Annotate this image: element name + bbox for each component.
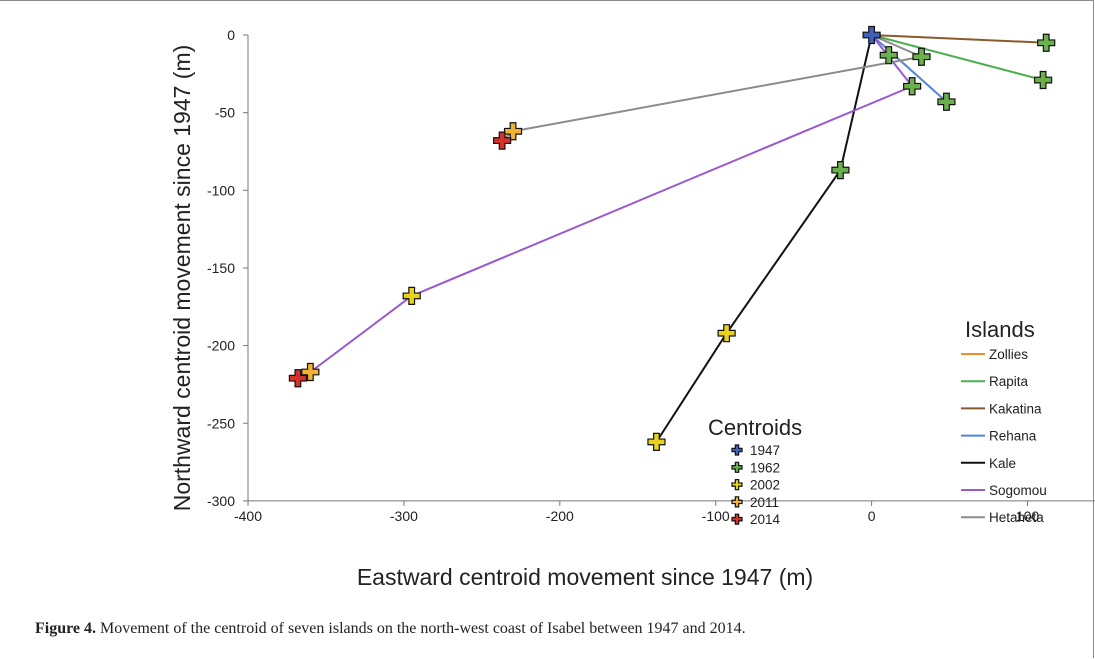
centroids-legend-label: 1962 bbox=[750, 460, 780, 475]
centroid-marker-1947 bbox=[862, 25, 881, 45]
islands-legend-title: Islands bbox=[965, 317, 1035, 342]
islands-legend-label: Kakatina bbox=[989, 401, 1042, 416]
figure-caption: Figure 4. Movement of the centroid of se… bbox=[35, 620, 746, 638]
y-tick-label: -250 bbox=[207, 415, 235, 431]
centroid-markers bbox=[288, 25, 1056, 451]
centroids-legend-marker bbox=[731, 444, 743, 456]
centroid-marker-1962 bbox=[1037, 33, 1056, 52]
centroid-marker-1962 bbox=[1033, 70, 1053, 90]
series-line-rapita bbox=[871, 34, 1044, 82]
x-tick-label: 0 bbox=[868, 508, 876, 524]
centroids-legend-label: 2002 bbox=[750, 478, 780, 493]
y-tick-label: -100 bbox=[207, 182, 235, 198]
centroid-marker-2014 bbox=[288, 369, 307, 388]
y-axis-label: Northward centroid movement since 1947 (… bbox=[169, 45, 195, 512]
centroid-marker-2002 bbox=[647, 432, 666, 451]
legends: Islands Zollies Rapita Kakatina Rehana Kale So… bbox=[708, 317, 1047, 527]
centroid-marker-1962 bbox=[831, 161, 850, 180]
centroid-movement-chart: -400 -300 -200 -100 0 1000-50-100-150-200-250… bbox=[169, 25, 1095, 590]
series-line-kale bbox=[655, 34, 873, 443]
figure-caption-text: Movement of the centroid of seven island… bbox=[96, 620, 746, 637]
centroid-marker-2014 bbox=[493, 131, 512, 150]
series-lines bbox=[297, 34, 1047, 443]
centroids-legend-marker bbox=[731, 461, 743, 473]
centroid-marker-2002 bbox=[717, 324, 736, 343]
centroid-marker-1962 bbox=[903, 77, 922, 96]
centroids-legend-label: 2011 bbox=[750, 495, 779, 510]
centroid-marker-1962 bbox=[937, 92, 956, 111]
x-tick-label: 100 bbox=[1016, 508, 1040, 524]
y-tick-label: -200 bbox=[207, 338, 235, 354]
y-tick-label: -300 bbox=[207, 493, 235, 509]
centroid-marker-1962 bbox=[912, 47, 931, 66]
centroids-legend-label: 1947 bbox=[750, 443, 780, 458]
x-tick-label: -200 bbox=[546, 508, 574, 524]
centroids-legend-marker bbox=[731, 479, 743, 491]
islands-legend-label: Kale bbox=[989, 456, 1016, 471]
y-tick-label: -50 bbox=[215, 105, 235, 121]
centroid-marker-2002 bbox=[402, 286, 421, 306]
centroids-legend-marker bbox=[731, 496, 743, 508]
series-line-rehana bbox=[870, 34, 948, 103]
series-line-kakatina bbox=[871, 34, 1047, 44]
figure-caption-label: Figure 4. bbox=[35, 620, 97, 637]
centroids-legend-title: Centroids bbox=[708, 415, 802, 440]
x-axis-label: Eastward centroid movement since 1947 (m… bbox=[357, 564, 813, 590]
series-line-hetaheta bbox=[501, 34, 925, 142]
centroids-legend-marker bbox=[731, 513, 743, 525]
islands-legend-label: Zollies bbox=[989, 347, 1028, 362]
islands-legend-label: Hetaheta bbox=[989, 510, 1044, 525]
series-line-sogomou bbox=[297, 34, 914, 380]
centroid-marker-2011 bbox=[503, 122, 523, 141]
axes: -400 -300 -200 -100 0 1000-50-100-150-200-250… bbox=[207, 27, 1095, 524]
islands-legend-label: Rapita bbox=[989, 374, 1029, 389]
x-tick-label: -400 bbox=[234, 508, 262, 524]
y-tick-label: 0 bbox=[227, 27, 235, 43]
centroid-marker-1962 bbox=[879, 46, 898, 65]
centroids-legend-label: 2014 bbox=[750, 512, 781, 527]
centroid-marker-2011 bbox=[301, 362, 320, 382]
x-tick-label: -100 bbox=[702, 508, 730, 524]
x-tick-label: -300 bbox=[390, 508, 418, 524]
islands-legend-label: Sogomou bbox=[989, 483, 1047, 498]
islands-legend-label: Rehana bbox=[989, 429, 1037, 444]
y-tick-label: -150 bbox=[207, 260, 235, 276]
